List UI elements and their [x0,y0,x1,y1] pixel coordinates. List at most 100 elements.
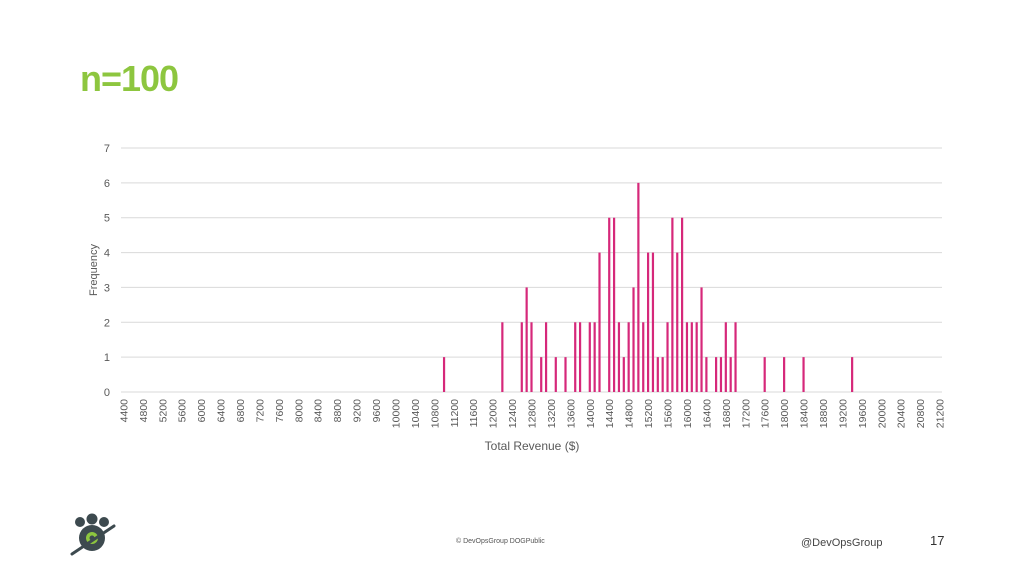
x-tick-label: 20400 [896,399,908,428]
x-tick-label: 8000 [293,399,305,423]
x-axis-label: Total Revenue ($) [485,439,580,453]
x-tick-label: 5200 [157,399,169,423]
x-tick-label: 16800 [721,399,733,428]
x-tick-label: 8800 [332,399,344,423]
x-tick-label: 18800 [818,399,830,428]
bar-16000 [685,322,689,392]
x-tick-label: 6000 [196,399,208,423]
bar-14600 [617,322,621,392]
devopsgroup-logo-icon [68,512,120,563]
x-tick-label: 10000 [390,399,402,428]
bar-12700 [525,287,528,392]
twitter-handle: @DevOpsGroup [801,537,883,549]
bar-12800 [530,322,533,392]
bar-12200 [501,322,504,392]
x-tick-label: 6400 [216,399,228,423]
bar-16900 [729,357,732,392]
x-tick-label: 14000 [585,399,597,428]
x-tick-label: 8400 [313,399,325,423]
x-tick-label: 12400 [507,399,519,428]
y-axis-ticks: 0 1 2 3 4 5 6 7 [104,143,110,399]
bar-16700 [719,357,723,392]
bar-14100 [593,322,596,392]
x-tick-label: 19600 [857,399,869,428]
bar-15400 [656,357,659,392]
x-tick-label: 9200 [352,399,364,423]
bar-15900 [680,217,684,392]
x-tick-label: 14400 [604,399,616,428]
x-tick-label: 4800 [138,399,150,423]
page-number: 17 [930,533,945,548]
x-tick-label: 7600 [274,399,286,423]
x-tick-label: 20800 [915,399,927,428]
bar-11000 [442,357,446,392]
x-tick-label: 16000 [682,399,694,428]
bar-19400 [851,357,854,392]
x-tick-label: 19200 [837,399,849,428]
x-tick-label: 13600 [565,399,577,428]
bar-16200 [695,322,698,392]
bar-13500 [564,357,567,392]
bar-13700 [574,322,577,392]
bar-15800 [676,252,679,392]
y-tick-label: 7 [104,143,110,155]
y-tick-label: 0 [104,387,110,399]
y-tick-label: 5 [104,213,110,225]
y-tick-label: 6 [104,178,110,190]
y-tick-label: 1 [104,352,110,364]
bar-16300 [700,287,703,392]
bar-15100 [642,322,645,392]
x-tick-label: 17600 [760,399,772,428]
bar-16100 [690,322,693,392]
bar-14800 [627,322,630,392]
bar-14900 [632,287,635,392]
y-tick-label: 4 [104,248,110,260]
bar-14000 [588,322,591,392]
x-tick-label: 10800 [429,399,441,428]
y-axis-label: Frequency [88,244,100,296]
slide-title: n=100 [80,58,179,99]
x-tick-label: 18000 [779,399,791,428]
copyright-text: © DevOpsGroup DOGPublic [456,538,545,545]
bar-14500 [612,217,616,392]
x-tick-label: 20000 [876,399,888,428]
bar-15200 [646,252,650,392]
bar-15600 [666,322,669,392]
x-tick-label: 12000 [488,399,500,428]
bar-17000 [734,322,737,392]
bar-14700 [622,357,625,392]
y-tick-label: 2 [104,317,110,329]
x-tick-label: 16400 [701,399,713,428]
x-tick-label: 6800 [235,399,247,423]
x-tick-label: 15200 [643,399,655,428]
x-tick-label: 13200 [546,399,558,428]
x-tick-label: 5600 [177,399,189,423]
x-tick-label: 17200 [740,399,752,428]
x-tick-label: 14800 [624,399,636,428]
bar-16800 [724,322,727,392]
x-tick-label: 12800 [527,399,539,428]
x-tick-label: 9600 [371,399,383,423]
bar-13000 [540,357,543,392]
x-tick-label: 15600 [663,399,675,428]
bar-14400 [608,217,611,392]
bar-13300 [554,357,557,392]
y-tick-label: 3 [104,282,110,294]
x-tick-label: 10400 [410,399,422,428]
bar-17600 [763,357,766,392]
bar-13100 [544,322,548,392]
x-tick-label: 4400 [118,399,130,423]
bar-13800 [578,322,582,392]
bar-18400 [802,357,805,392]
x-tick-label: 21200 [935,399,947,428]
x-tick-label: 11600 [468,399,480,428]
bar-18000 [783,357,786,392]
chart-bars [442,182,854,392]
x-tick-label: 11200 [449,399,461,428]
bar-15000 [637,182,640,392]
bar-15500 [661,357,664,392]
x-axis-ticks: 4400 4800 5200 5600 6000 6400 6800 7200 7600 8000… [118,399,946,428]
bar-15300 [651,252,655,392]
bar-12600 [520,322,523,392]
